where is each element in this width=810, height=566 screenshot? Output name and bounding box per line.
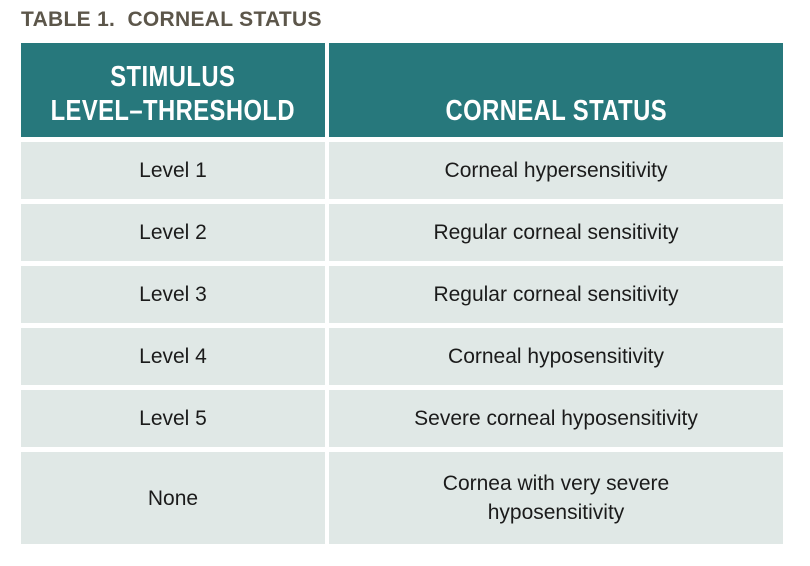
table-cell-level: Level 4 (21, 328, 325, 385)
header-line-1: STIMULUS (110, 60, 236, 93)
table-cell-level: Level 3 (21, 266, 325, 323)
table-cell-status: Severe corneal hyposensitivity (329, 390, 783, 447)
table-cell-status: Regular corneal sensitivity (329, 266, 783, 323)
col-header-stimulus-level-threshold: STIMULUS LEVEL–THRESHOLD (21, 43, 325, 137)
table-title: TABLE 1. CORNEAL STATUS (21, 8, 322, 31)
col-header-stimulus-level-threshold-label: STIMULUS LEVEL–THRESHOLD (51, 60, 295, 127)
table-cell-level: Level 2 (21, 204, 325, 261)
table-figure: TABLE 1. CORNEAL STATUS STIMULUS LEVEL–T… (21, 9, 783, 544)
header-line-2: LEVEL–THRESHOLD (50, 94, 296, 126)
table-cell-status: Corneal hyposensitivity (329, 328, 783, 385)
table-cell-status: Cornea with very severe hyposensitivity (329, 452, 783, 544)
col-header-corneal-status: CORNEAL STATUS (329, 43, 783, 137)
table-cell-level: Level 5 (21, 390, 325, 447)
table-cell-level: Level 1 (21, 142, 325, 199)
col-header-corneal-status-label: CORNEAL STATUS (445, 94, 667, 126)
corneal-status-table: STIMULUS LEVEL–THRESHOLD CORNEAL STATUS … (21, 43, 783, 544)
table-cell-status: Corneal hypersensitivity (329, 142, 783, 199)
table-cell-status: Regular corneal sensitivity (329, 204, 783, 261)
table-cell-level: None (21, 452, 325, 544)
